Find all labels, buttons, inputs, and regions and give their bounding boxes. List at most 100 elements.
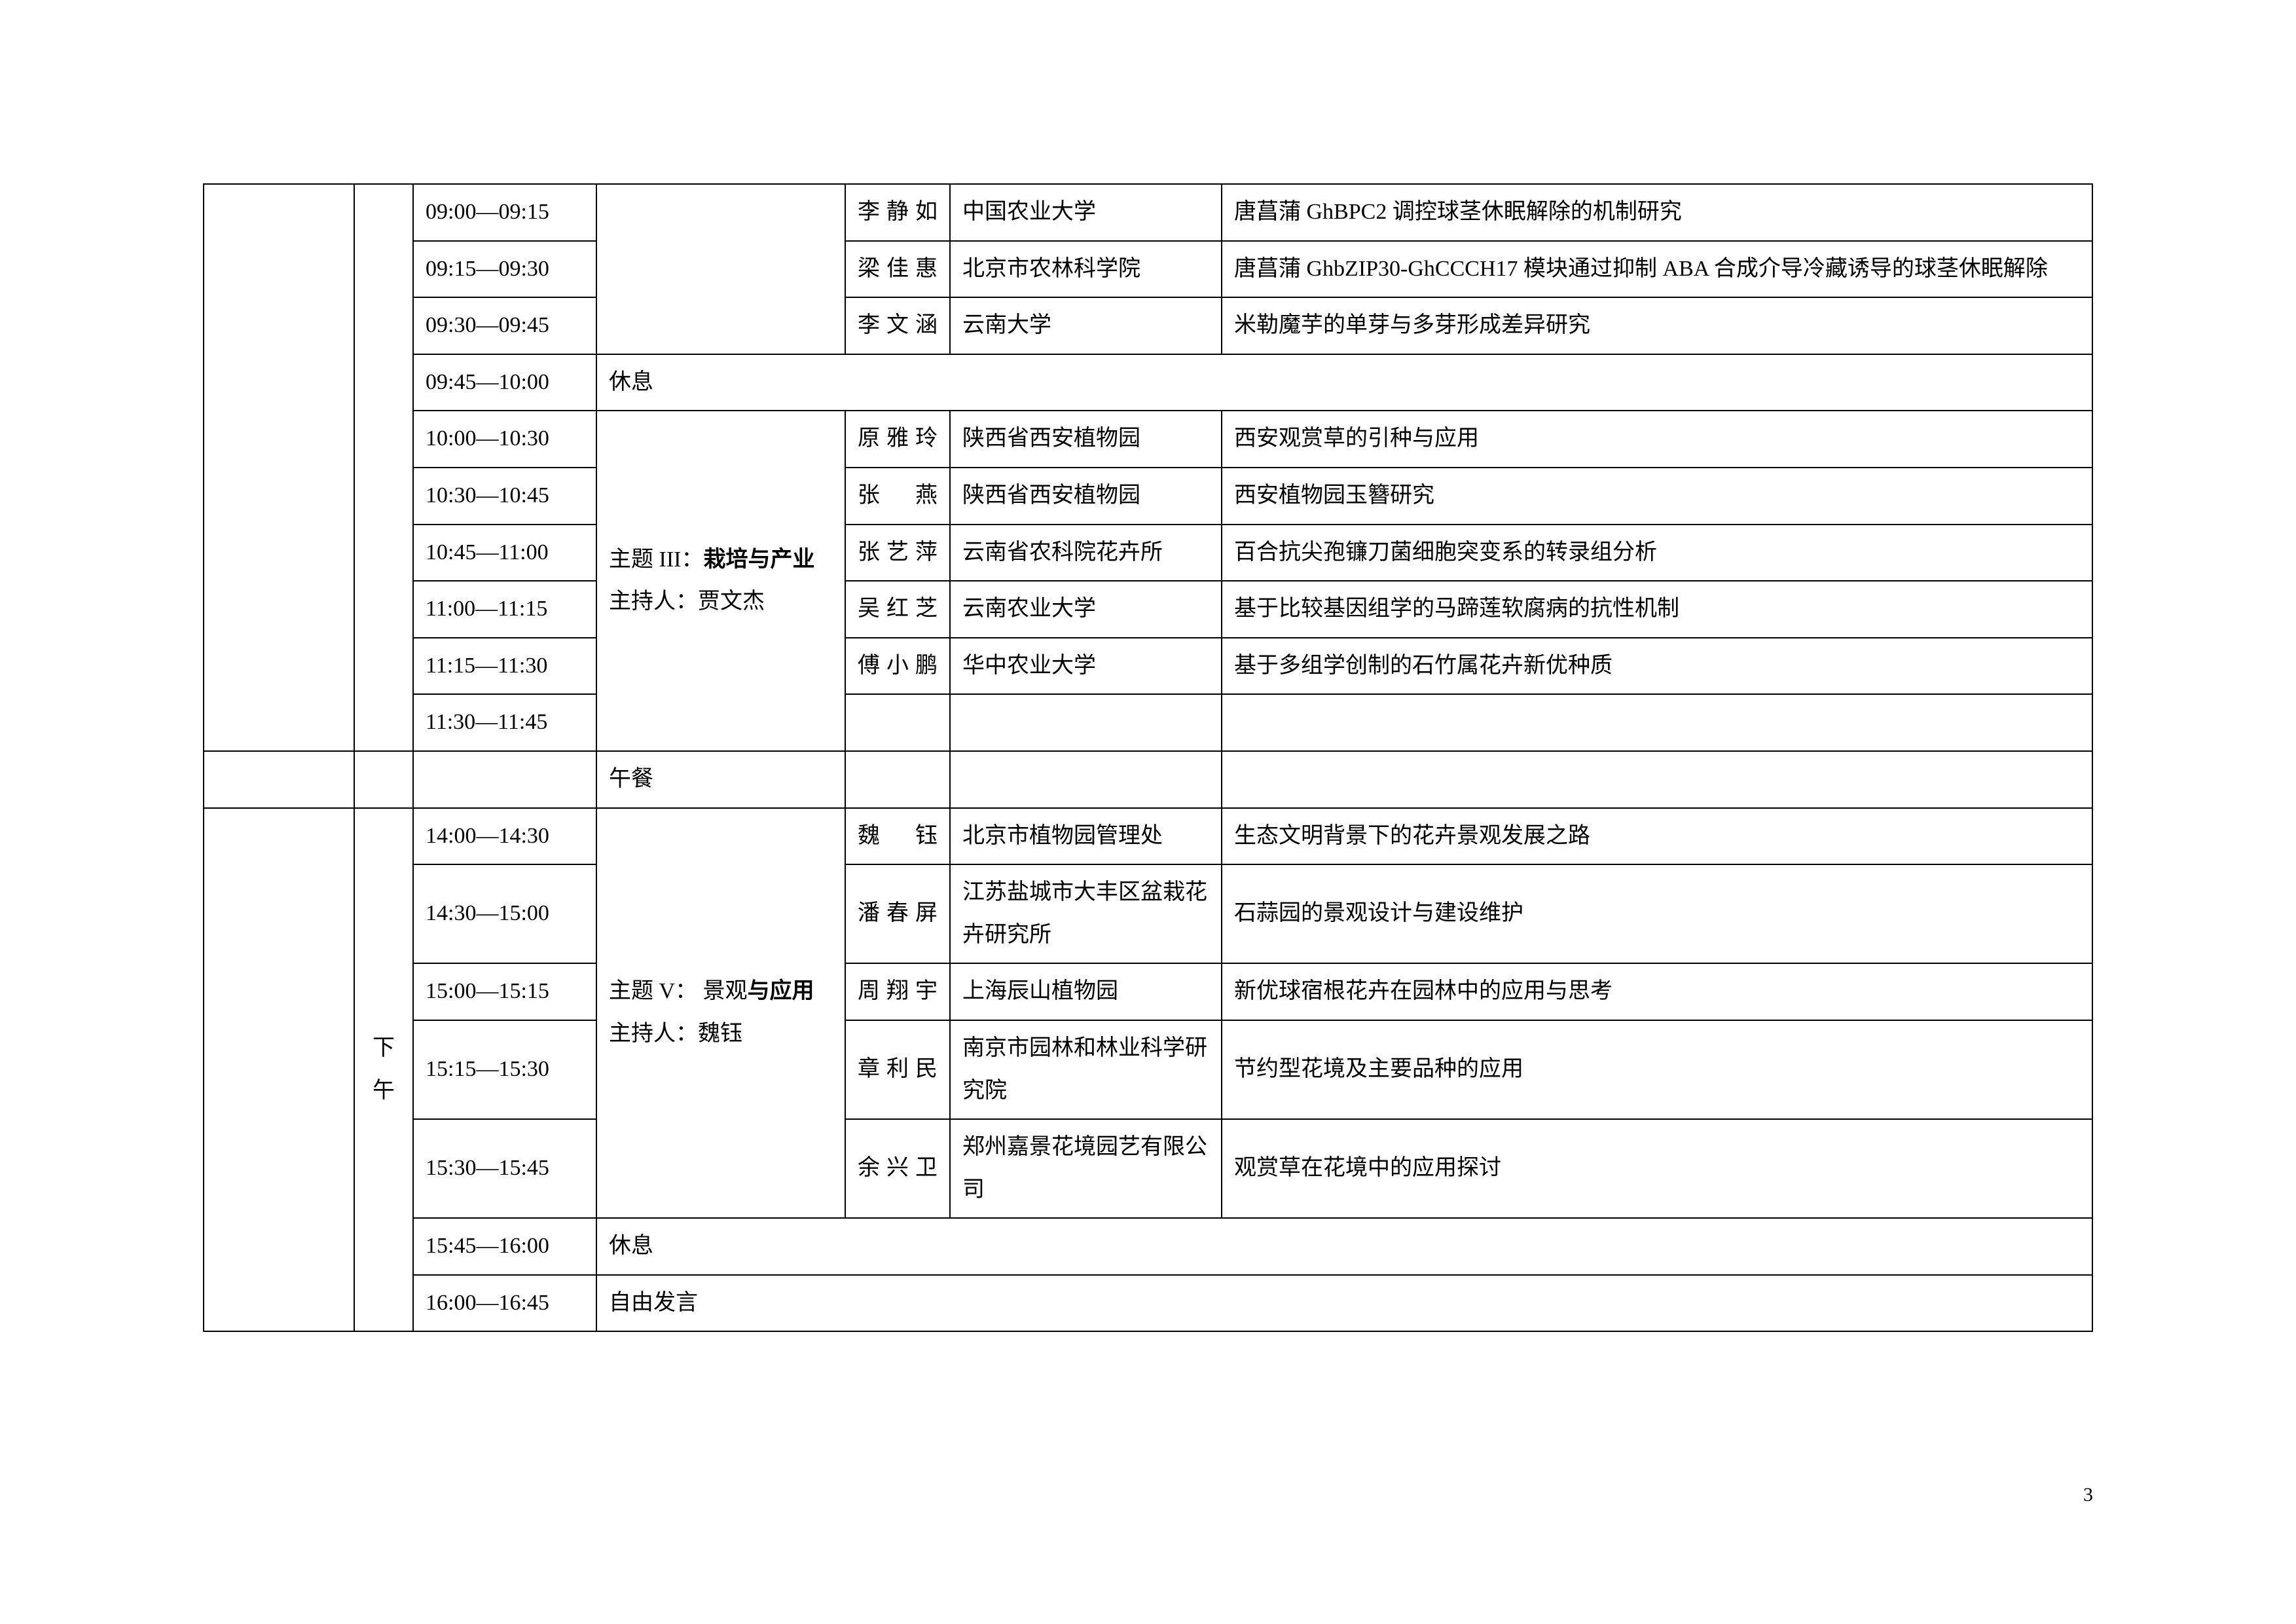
table-row: 15:00—15:15 周翔宇 上海辰山植物园 新优球宿根花卉在园林中的应用与思… [204,963,2092,1020]
time-cell: 09:45—10:00 [413,354,596,411]
day-col [204,808,354,1332]
time-cell: 10:45—11:00 [413,525,596,581]
time-cell: 14:30—15:00 [413,864,596,963]
table-row: 10:45—11:00 张艺萍 云南省农科院花卉所 百合抗尖孢镰刀菌细胞突变系的… [204,525,2092,581]
table-row: 09:15—09:30 梁佳惠 北京市农林科学院 唐菖蒲 GhbZIP30-Gh… [204,241,2092,298]
org-cell: 云南省农科院花卉所 [950,525,1222,581]
speaker-cell: 张艺萍 [845,525,950,581]
table-row: 09:30—09:45 李文涵 云南大学 米勒魔芋的单芽与多芽形成差异研究 [204,297,2092,354]
time-cell: 15:15—15:30 [413,1020,596,1119]
topic-cell: 唐菖蒲 GhbZIP30-GhCCCH17 模块通过抑制 ABA 合成介导冷藏诱… [1222,241,2092,298]
topic-cell: 西安植物园玉簪研究 [1222,468,2092,525]
table-row-rest: 09:45—10:00 休息 [204,354,2092,411]
topic-cell: 唐菖蒲 GhBPC2 调控球茎休眠解除的机制研究 [1222,184,2092,241]
theme3-bold: 栽培与产业 [703,547,814,572]
table-row: 10:00—10:30 主题 III：栽培与产业 主持人：贾文杰 原雅玲 陕西省… [204,411,2092,468]
schedule-table: 09:00—09:15 李静如 中国农业大学 唐菖蒲 GhBPC2 调控球茎休眠… [203,183,2093,1332]
time-cell: 10:30—10:45 [413,468,596,525]
time-cell: 11:15—11:30 [413,638,596,695]
org-cell: 江苏盐城市大丰区盆栽花卉研究所 [950,864,1222,963]
topic-cell: 生态文明背景下的花卉景观发展之路 [1222,808,2092,865]
theme3-pre: 主题 III： [609,547,703,572]
topic-cell: 基于多组学创制的石竹属花卉新优种质 [1222,638,2092,695]
theme5-host: 主持人：魏钰 [609,1013,833,1056]
time-cell: 14:00—14:30 [413,808,596,865]
day-col [204,184,354,751]
table-row: 11:30—11:45 [204,694,2092,751]
free-label: 自由发言 [596,1275,2092,1332]
speaker-cell [845,694,950,751]
time-cell: 15:00—15:15 [413,963,596,1020]
halfday-col [354,751,413,808]
lunch-label: 午餐 [596,751,845,808]
time-cell: 11:00—11:15 [413,581,596,638]
org-cell: 陕西省西安植物园 [950,468,1222,525]
org-cell: 上海辰山植物园 [950,963,1222,1020]
topic-cell: 百合抗尖孢镰刀菌细胞突变系的转录组分析 [1222,525,2092,581]
speaker-cell: 章利民 [845,1020,950,1119]
table-row: 下午 14:00—14:30 主题 V： 景观与应用 主持人：魏钰 魏 钰 北京… [204,808,2092,865]
org-cell: 南京市园林和林业科学研究院 [950,1020,1222,1119]
time-cell: 09:00—09:15 [413,184,596,241]
org-cell: 郑州嘉景花境园艺有限公司 [950,1119,1222,1218]
time-cell: 09:15—09:30 [413,241,596,298]
org-cell: 北京市农林科学院 [950,241,1222,298]
topic-cell: 新优球宿根花卉在园林中的应用与思考 [1222,963,2092,1020]
org-cell: 云南农业大学 [950,581,1222,638]
time-cell: 11:30—11:45 [413,694,596,751]
speaker-cell: 梁佳惠 [845,241,950,298]
theme5-pre: 主题 V： 景观 [609,979,748,1003]
time-cell: 16:00—16:45 [413,1275,596,1332]
speaker-cell: 李静如 [845,184,950,241]
table-row: 15:30—15:45 余兴卫 郑州嘉景花境园艺有限公司 观赏草在花境中的应用探… [204,1119,2092,1218]
table-row: 14:30—15:00 潘春屏 江苏盐城市大丰区盆栽花卉研究所 石蒜园的景观设计… [204,864,2092,963]
topic-cell: 节约型花境及主要品种的应用 [1222,1020,2092,1119]
theme-cell: 主题 V： 景观与应用 主持人：魏钰 [596,808,845,1219]
speaker-cell [845,751,950,808]
topic-cell: 西安观赏草的引种与应用 [1222,411,2092,468]
topic-cell: 观赏草在花境中的应用探讨 [1222,1119,2092,1218]
theme5-bold: 与应用 [748,979,814,1003]
time-cell: 10:00—10:30 [413,411,596,468]
halfday-col: 下午 [354,808,413,1332]
speaker-cell: 吴红芝 [845,581,950,638]
topic-cell [1222,751,2092,808]
table-row: 11:15—11:30 傅小鹏 华中农业大学 基于多组学创制的石竹属花卉新优种质 [204,638,2092,695]
speaker-cell: 潘春屏 [845,864,950,963]
topic-cell: 基于比较基因组学的马蹄莲软腐病的抗性机制 [1222,581,2092,638]
speaker-cell: 原雅玲 [845,411,950,468]
table-row: 10:30—10:45 张 燕 陕西省西安植物园 西安植物园玉簪研究 [204,468,2092,525]
org-cell [950,694,1222,751]
org-cell: 华中农业大学 [950,638,1222,695]
table-row: 15:15—15:30 章利民 南京市园林和林业科学研究院 节约型花境及主要品种… [204,1020,2092,1119]
page: 09:00—09:15 李静如 中国农业大学 唐菖蒲 GhBPC2 调控球茎休眠… [0,0,2296,1624]
speaker-cell: 傅小鹏 [845,638,950,695]
table-row: 09:00—09:15 李静如 中国农业大学 唐菖蒲 GhBPC2 调控球茎休眠… [204,184,2092,241]
topic-cell [1222,694,2092,751]
theme-cell-blank [596,184,845,354]
org-cell: 陕西省西安植物园 [950,411,1222,468]
rest-label: 休息 [596,1218,2092,1275]
time-cell: 15:30—15:45 [413,1119,596,1218]
rest-label: 休息 [596,354,2092,411]
theme3-host: 主持人：贾文杰 [609,581,833,623]
org-cell: 北京市植物园管理处 [950,808,1222,865]
speaker-cell: 魏 钰 [845,808,950,865]
speaker-cell: 李文涵 [845,297,950,354]
table-row-free: 16:00—16:45 自由发言 [204,1275,2092,1332]
org-cell [950,751,1222,808]
table-row-rest: 15:45—16:00 休息 [204,1218,2092,1275]
halfday-col [354,184,413,751]
time-cell [413,751,596,808]
speaker-cell: 余兴卫 [845,1119,950,1218]
day-col [204,751,354,808]
org-cell: 中国农业大学 [950,184,1222,241]
speaker-cell: 周翔宇 [845,963,950,1020]
theme-cell: 主题 III：栽培与产业 主持人：贾文杰 [596,411,845,751]
time-cell: 15:45—16:00 [413,1218,596,1275]
topic-cell: 米勒魔芋的单芽与多芽形成差异研究 [1222,297,2092,354]
table-row: 11:00—11:15 吴红芝 云南农业大学 基于比较基因组学的马蹄莲软腐病的抗… [204,581,2092,638]
table-row-lunch: 午餐 [204,751,2092,808]
org-cell: 云南大学 [950,297,1222,354]
time-cell: 09:30—09:45 [413,297,596,354]
